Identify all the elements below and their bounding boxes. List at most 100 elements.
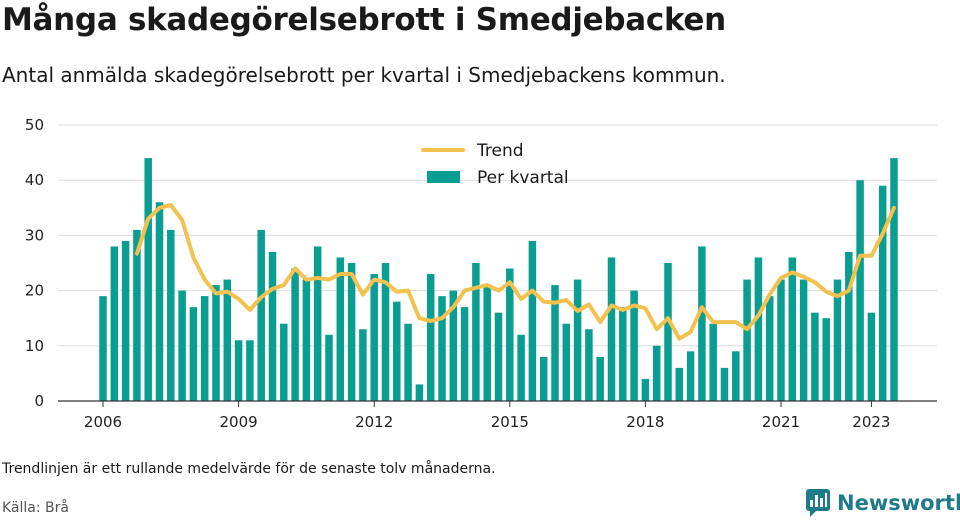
bar xyxy=(506,268,514,401)
bar xyxy=(246,340,254,401)
bar xyxy=(336,257,345,401)
bar xyxy=(144,158,152,401)
legend-trend-label: Trend xyxy=(476,141,524,161)
brand-name: Newsworthy xyxy=(837,491,960,515)
bar xyxy=(280,323,288,401)
bar xyxy=(234,340,243,401)
bar xyxy=(257,229,265,401)
bar xyxy=(878,185,887,401)
bar xyxy=(765,296,774,401)
bar xyxy=(811,312,819,401)
bar xyxy=(200,296,209,401)
bar xyxy=(777,279,785,401)
bar xyxy=(370,274,378,401)
bar xyxy=(596,356,604,401)
bar xyxy=(686,351,695,401)
bar xyxy=(268,251,277,401)
legend-bar-label: Per kvartal xyxy=(477,168,569,188)
bar xyxy=(528,240,537,401)
bar xyxy=(212,285,220,401)
bar xyxy=(347,263,356,401)
y-tick-label: 50 xyxy=(25,116,44,134)
y-tick-label: 20 xyxy=(25,282,44,300)
y-tick-label: 30 xyxy=(25,226,44,244)
bar xyxy=(415,384,424,401)
bar xyxy=(833,279,842,401)
bar xyxy=(743,279,751,401)
bar xyxy=(822,318,830,401)
y-tick-label: 10 xyxy=(25,337,44,355)
x-tick-label: 2018 xyxy=(626,413,664,431)
bar xyxy=(155,202,164,401)
bar xyxy=(325,334,333,401)
bar xyxy=(167,229,175,401)
chart-title: Många skadegörelsebrott i Smedjebacken xyxy=(2,2,726,38)
bar xyxy=(845,251,853,401)
bar xyxy=(426,274,435,401)
brand-logo: Newsworthy xyxy=(805,488,960,518)
bar xyxy=(393,301,401,401)
bar xyxy=(754,257,763,401)
bar xyxy=(664,263,672,401)
bar xyxy=(867,312,876,401)
x-tick-label: 2006 xyxy=(84,413,122,431)
bar xyxy=(675,367,684,401)
bar xyxy=(359,329,367,401)
bar xyxy=(404,323,412,401)
bar xyxy=(641,378,650,401)
bar xyxy=(856,180,864,401)
x-tick-label: 2012 xyxy=(355,413,393,431)
bar xyxy=(517,334,525,401)
x-tick-label: 2009 xyxy=(220,413,258,431)
bar xyxy=(698,246,706,401)
bar xyxy=(630,290,638,401)
bar xyxy=(223,279,232,401)
bar xyxy=(313,246,322,401)
bar xyxy=(788,257,797,401)
x-tick-label: 2015 xyxy=(491,413,529,431)
bar xyxy=(110,246,119,401)
bar xyxy=(381,263,390,401)
bar xyxy=(709,323,717,401)
bar xyxy=(573,279,582,401)
legend-bar-swatch xyxy=(427,171,460,183)
bar xyxy=(607,257,616,401)
y-axis-ticks: 0 10 20 30 40 50 xyxy=(25,116,44,410)
bar xyxy=(472,263,480,401)
bar xyxy=(720,367,729,401)
y-tick-label: 0 xyxy=(34,392,44,410)
bar xyxy=(562,323,571,401)
bar xyxy=(619,307,627,401)
trend-line xyxy=(134,203,896,341)
x-axis-ticks: 2006 2009 2012 2015 2018 2021 2023 xyxy=(84,401,890,431)
x-tick-label: 2021 xyxy=(762,413,800,431)
bar xyxy=(460,307,469,401)
source-label: Källa: Brå xyxy=(2,500,69,516)
bar xyxy=(121,240,130,401)
bars xyxy=(99,158,898,401)
bar xyxy=(449,290,458,401)
chart-subtitle: Antal anmälda skadegörelsebrott per kvar… xyxy=(2,63,726,87)
bar xyxy=(551,285,559,401)
bar xyxy=(890,158,898,401)
chart-note: Trendlinjen är ett rullande medelvärde f… xyxy=(2,461,496,477)
bar xyxy=(494,312,503,401)
bar xyxy=(652,345,661,401)
newsworthy-chart-bubble-icon xyxy=(806,489,830,517)
bar xyxy=(178,290,186,401)
bar xyxy=(732,351,740,401)
x-tick-label: 2023 xyxy=(852,413,890,431)
bar xyxy=(99,296,107,401)
bar xyxy=(133,229,141,401)
bar xyxy=(585,329,593,401)
bar xyxy=(302,279,311,401)
bar xyxy=(799,279,808,401)
bar xyxy=(438,296,446,401)
y-tick-label: 40 xyxy=(25,171,44,189)
bar xyxy=(483,285,491,401)
bar xyxy=(291,268,299,401)
legend: Trend Per kvartal xyxy=(421,141,569,188)
bar xyxy=(189,307,198,401)
bar xyxy=(539,356,548,401)
